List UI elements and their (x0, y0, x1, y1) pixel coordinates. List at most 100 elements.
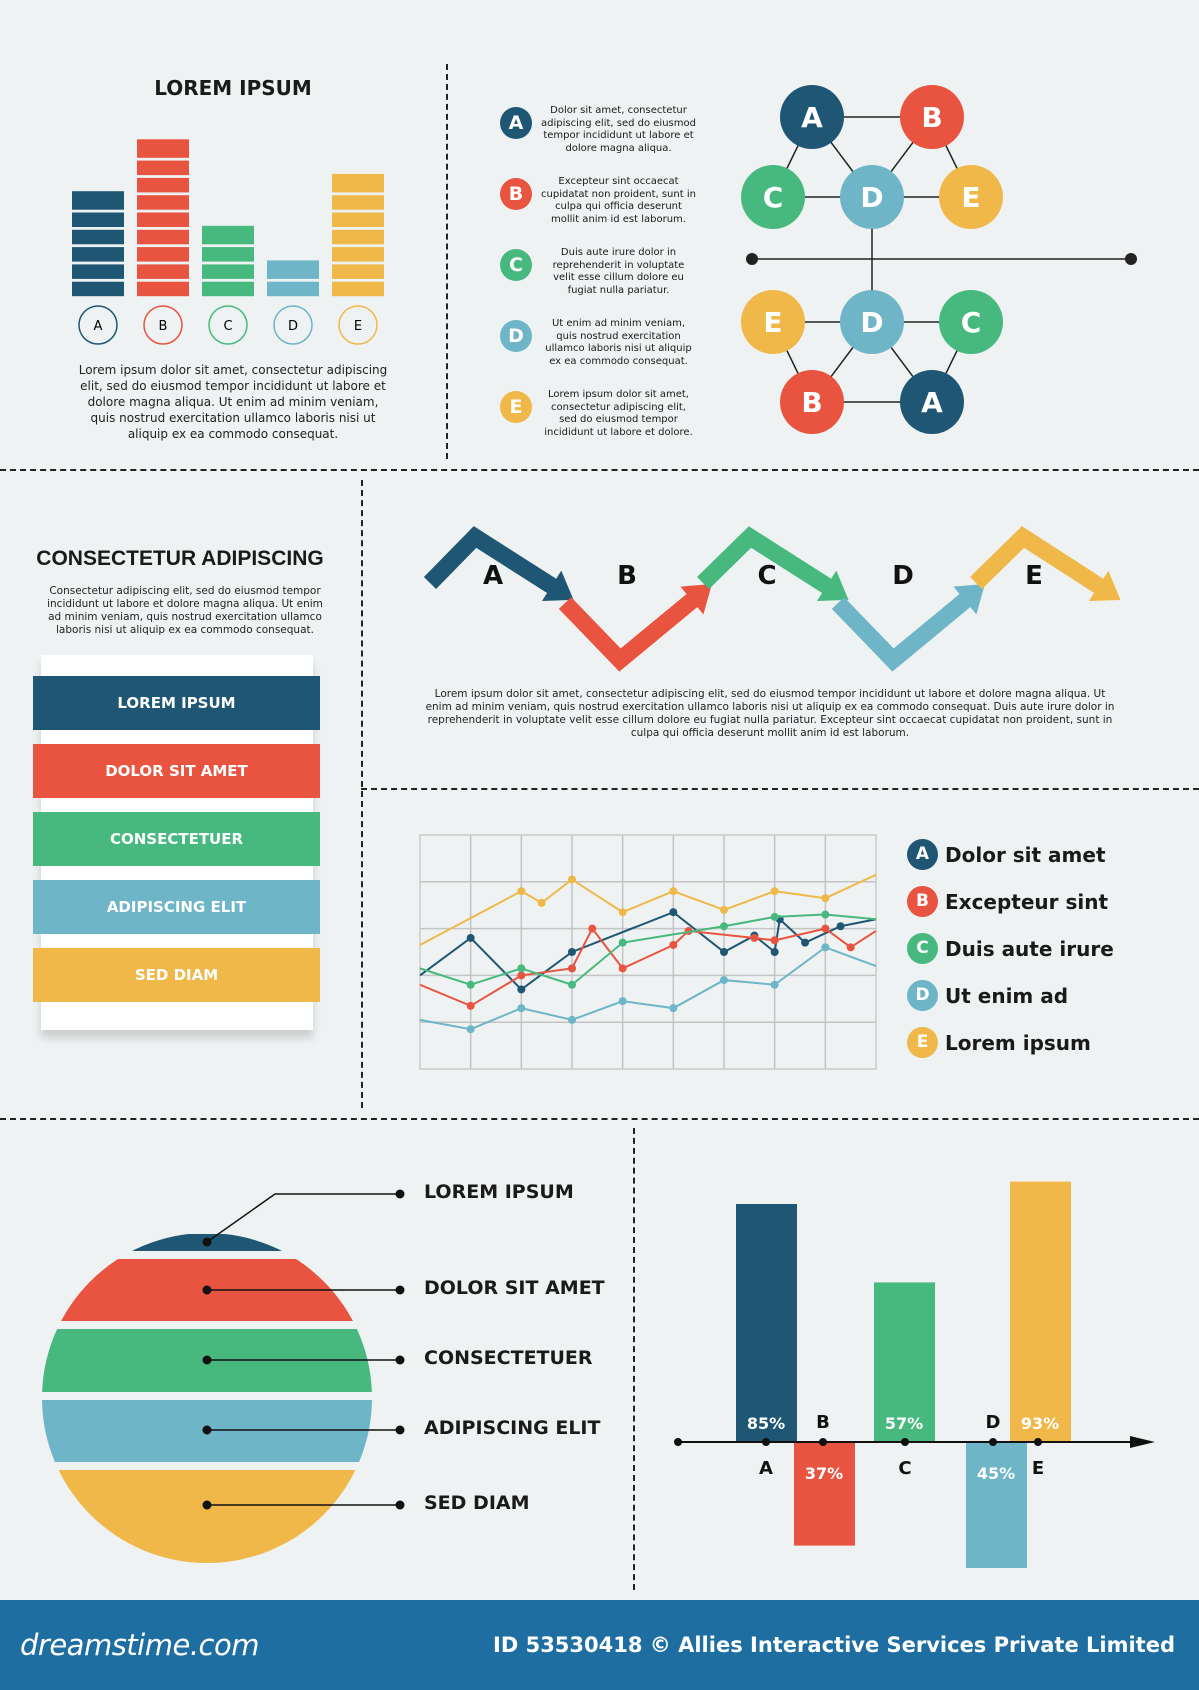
bar-label-circle (143, 305, 183, 345)
data-point (669, 940, 678, 949)
node-label: B (921, 101, 942, 134)
bar-cap (267, 260, 319, 267)
bar-A (72, 191, 124, 297)
bar-segment (202, 229, 254, 245)
data-point (669, 887, 678, 896)
bar-D (267, 260, 319, 297)
node-label: E (763, 306, 782, 339)
stripe-label: LOREM IPSUM (424, 1181, 574, 1203)
bar-segment (137, 247, 189, 262)
bar-segment (332, 212, 384, 227)
data-point (618, 997, 627, 1006)
divider (0, 1118, 1199, 1120)
data-point (720, 905, 728, 914)
bar-label-circle (338, 305, 378, 345)
bar-segment (332, 177, 384, 193)
point-text: Lorem ipsum dolor sit amet, consectetur … (544, 389, 693, 438)
section-title: LOREM IPSUM (154, 76, 312, 100)
leader-dot (395, 1355, 405, 1365)
tick-label: D (986, 1412, 1001, 1433)
node-label: C (763, 181, 784, 214)
ribbon-item-2: DOLOR SIT AMET (33, 744, 320, 798)
data-label: 93% (1021, 1414, 1059, 1433)
line-chart (419, 834, 877, 1070)
tick-dot (819, 1438, 827, 1446)
data-point (821, 910, 830, 919)
legend-badge: E (907, 1027, 938, 1058)
stripe-label: DOLOR SIT AMET (424, 1277, 605, 1299)
data-point (720, 922, 728, 931)
bar-label: B (159, 319, 168, 334)
node-label: D (860, 306, 883, 339)
bar-segment (332, 195, 384, 210)
node-C (741, 165, 805, 229)
legend-label: Excepteur sint (945, 890, 1109, 914)
step-label: A (483, 561, 503, 591)
axis-endpoint (746, 253, 758, 265)
letter-badge-B: B (500, 178, 532, 210)
data-point (517, 1004, 526, 1013)
data-point (466, 1025, 475, 1034)
leader-dot (395, 1425, 405, 1435)
leader-dot (395, 1189, 405, 1199)
node-A (900, 370, 964, 434)
step-arrow-A (423, 526, 560, 596)
node-E (741, 290, 805, 354)
bar-segment (332, 281, 384, 297)
legend-badge: C (907, 933, 938, 964)
bar-segment (202, 247, 254, 262)
bar-label: D (288, 319, 298, 334)
node-B (900, 85, 964, 149)
bar-label-circle (273, 305, 313, 345)
ribbon-item-4: ADIPISCING ELIT (33, 880, 320, 934)
bar-label: E (354, 319, 362, 334)
legend-label: Ut enim ad (945, 984, 1069, 1008)
step-arrow-D (831, 591, 974, 672)
arrowhead-icon (1088, 570, 1120, 601)
bar-label-circle (208, 305, 248, 345)
data-point (618, 908, 627, 917)
letter-badge-E: E (500, 391, 532, 423)
divider (0, 469, 1199, 471)
bar-segment (202, 281, 254, 297)
legend-item: C Duis aute irure (907, 933, 1114, 964)
data-point (846, 943, 855, 952)
arrowhead-icon (816, 570, 849, 602)
bar-segment (72, 281, 124, 297)
point-text: Ut enim ad minim veniam, quis nostrud ex… (545, 318, 692, 367)
data-label: 85% (747, 1414, 785, 1433)
step-label: E (1025, 561, 1043, 591)
data-point (517, 971, 526, 980)
bar-segment (267, 264, 319, 279)
bar-segment (332, 229, 384, 245)
tick-dot (762, 1438, 770, 1446)
data-point (720, 948, 728, 956)
bar-label: C (223, 319, 232, 334)
tick-dot (901, 1438, 909, 1446)
bar-segment (137, 264, 189, 279)
bar-E (1010, 1181, 1071, 1442)
data-point (588, 924, 597, 933)
node-label: A (801, 101, 823, 134)
legend-item: E Lorem ipsum (907, 1027, 1091, 1058)
stripe-5 (42, 1470, 372, 1563)
step-arrow-E (970, 526, 1107, 596)
data-point (568, 964, 576, 973)
section-text: Lorem ipsum dolor sit amet, consectetur … (78, 363, 388, 441)
node-E (939, 165, 1003, 229)
bar-segment (137, 143, 189, 158)
axis-arrow-icon (1130, 1436, 1155, 1448)
bar-segment (137, 281, 189, 297)
node-B (780, 370, 844, 434)
bar-segment (332, 247, 384, 262)
bar-segment (267, 281, 319, 297)
data-point (466, 1001, 475, 1010)
data-point (821, 894, 830, 903)
ribbon-item-5: SED DIAM (33, 948, 320, 1002)
stripe-label: ADIPISCING ELIT (424, 1417, 601, 1439)
data-label: 45% (977, 1464, 1015, 1483)
data-point (517, 964, 526, 973)
footer-credit: ID 53530418 © Allies Interactive Service… (493, 1633, 1175, 1657)
tick-label: E (1032, 1458, 1044, 1479)
data-point (669, 1004, 678, 1013)
